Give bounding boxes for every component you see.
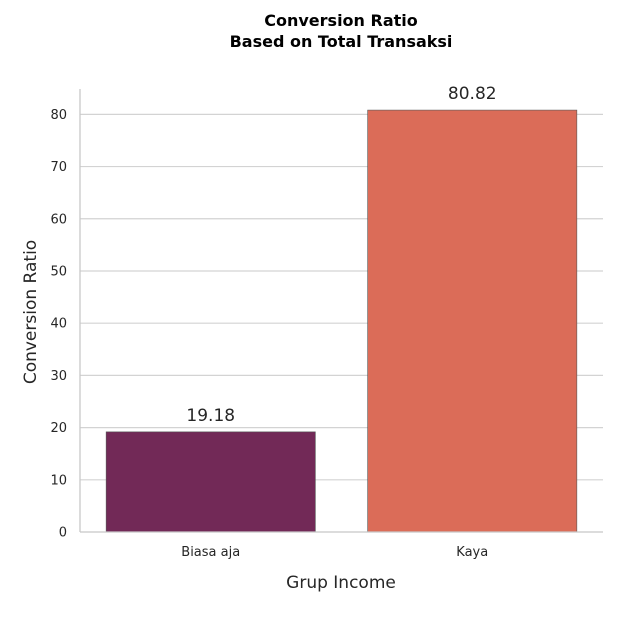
bar-data-label: 80.82 [448,84,497,104]
y-tick-label: 0 [59,526,67,541]
x-tick-label: Biasa aja [181,545,240,560]
axis-spines [79,89,603,533]
y-tick-label: 20 [50,421,67,436]
x-axis-label: Grup Income [286,573,396,593]
x-tick-labels: Biasa aja Kaya [181,545,488,560]
y-tick-label: 80 [50,108,67,123]
bars [105,109,578,533]
y-tick-label: 10 [50,473,67,488]
y-tick-label: 60 [50,212,67,227]
y-tick-labels: 0 10 20 30 40 50 60 70 80 [50,108,67,541]
bar-data-labels: 19.18 80.82 [186,84,496,426]
y-tick-label: 70 [50,160,67,175]
x-tick-label: Kaya [456,545,488,560]
y-tick-label: 40 [50,317,67,332]
bar [105,431,316,533]
y-tick-label: 30 [50,369,67,384]
chart-subtitle: Based on Total Transaksi [230,32,453,51]
grid-lines [80,113,603,481]
y-tick-label: 50 [50,264,67,279]
chart-title: Conversion Ratio [264,11,418,30]
y-axis-label: Conversion Ratio [21,240,41,384]
bar-data-label: 19.18 [186,406,235,426]
bar [367,109,578,533]
